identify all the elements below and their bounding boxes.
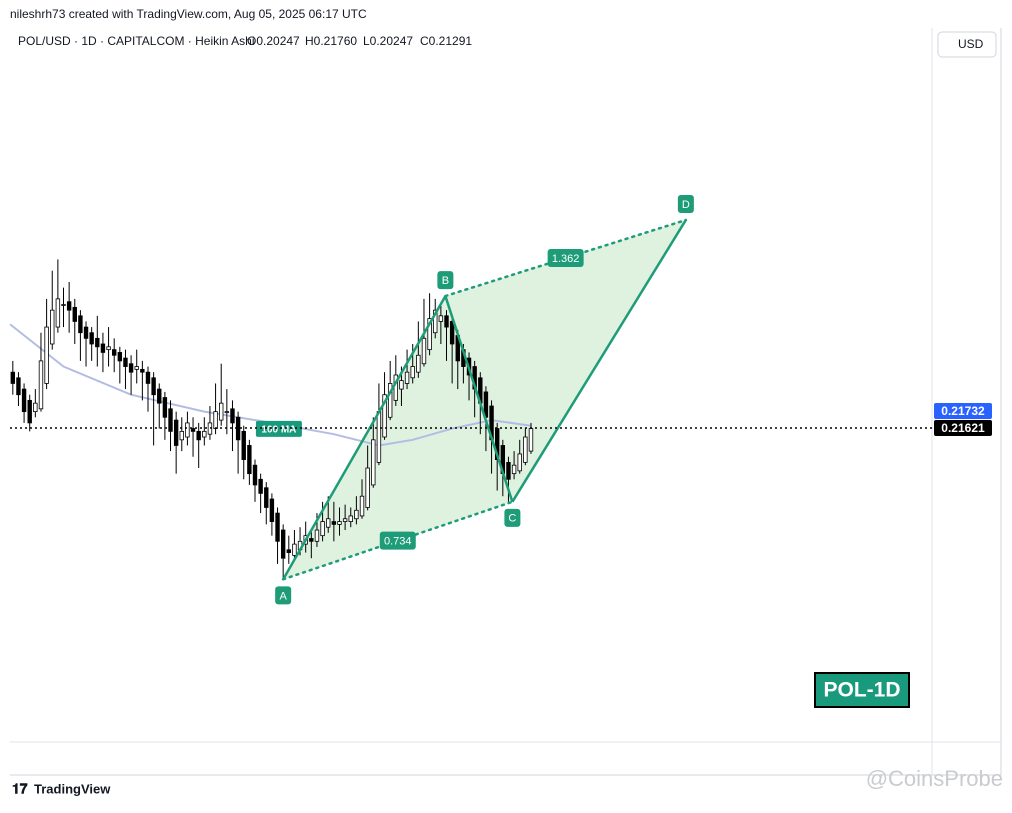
- candle-body: [56, 299, 60, 327]
- candle-body: [124, 358, 128, 366]
- candle-body: [197, 431, 201, 439]
- candle-body: [343, 519, 347, 522]
- candle-body: [225, 412, 229, 413]
- ma-price-label: 0.21732: [941, 404, 985, 418]
- candle-body: [45, 327, 49, 383]
- candle-body: [135, 367, 139, 370]
- candle-body: [163, 398, 167, 418]
- ohlc-open: O0.20247: [247, 34, 300, 48]
- candle-body: [259, 479, 263, 493]
- candle-body: [118, 352, 122, 360]
- ratio-label: 0.734: [384, 536, 412, 548]
- candle-body: [400, 381, 404, 389]
- candle-body: [417, 355, 421, 372]
- candle-body: [180, 431, 184, 439]
- candle-body: [129, 364, 133, 372]
- candle-body: [73, 307, 77, 321]
- symbol: POL/USD · 1D · CAPITALCOM · Heikin Ashi: [18, 34, 255, 48]
- candle-body: [62, 305, 66, 306]
- candle-body: [270, 499, 274, 522]
- candle-body: [411, 367, 415, 378]
- candle-body: [439, 316, 443, 322]
- candle-body: [22, 389, 26, 412]
- candle-body: [450, 321, 454, 344]
- point-label: A: [279, 590, 287, 602]
- candle-body: [191, 429, 195, 432]
- point-label: B: [442, 275, 449, 287]
- candle-body: [79, 316, 83, 333]
- candle-body: [405, 372, 409, 383]
- candle-body: [371, 440, 375, 485]
- candle-body: [141, 369, 145, 372]
- ma-label: 100 MA: [261, 425, 296, 436]
- watermark: @CoinsProbe: [866, 766, 1003, 791]
- candle-body: [422, 338, 426, 363]
- candle-body: [332, 522, 336, 525]
- candle-body: [231, 409, 235, 423]
- logo: TradingView: [34, 781, 111, 796]
- candle-body: [512, 465, 516, 473]
- candle-body: [264, 488, 268, 508]
- candle-body: [529, 429, 533, 452]
- candle-body: [146, 372, 150, 383]
- candle-body: [157, 389, 161, 403]
- candle-body: [90, 333, 94, 344]
- candle-body: [518, 454, 522, 471]
- candle-body: [507, 462, 511, 479]
- currency[interactable]: USD: [958, 37, 984, 51]
- candle-body: [203, 431, 207, 437]
- candle-body: [219, 403, 223, 420]
- candle-body: [377, 412, 381, 463]
- logo-icon: 𝟏𝟕: [12, 781, 28, 797]
- candle-body: [101, 344, 105, 352]
- candle-body: [186, 423, 190, 437]
- candle-body: [39, 361, 43, 409]
- candle-body: [287, 550, 291, 553]
- candle-body: [95, 338, 99, 346]
- candle-body: [242, 431, 246, 459]
- candle-body: [349, 516, 353, 522]
- candle-body: [84, 327, 88, 338]
- candle-body: [248, 445, 252, 473]
- candle-body: [326, 519, 330, 527]
- badge: POL-1D: [823, 679, 900, 702]
- ohlc-close: C0.21291: [420, 34, 472, 48]
- credit: nileshrh73 created with TradingView.com,…: [10, 7, 367, 21]
- candle-body: [174, 420, 178, 445]
- candle-body: [107, 347, 111, 350]
- ohlc-high: H0.21760: [305, 34, 357, 48]
- last-price-label: 0.21621: [941, 421, 985, 435]
- candle-body: [67, 302, 71, 310]
- candle-body: [276, 513, 280, 541]
- point-label: C: [508, 513, 516, 525]
- ratio-label: 1.362: [552, 253, 580, 265]
- candle-body: [315, 530, 319, 541]
- candle-body: [34, 403, 38, 411]
- candle-body: [214, 412, 218, 429]
- candle-body: [360, 496, 364, 516]
- point-label: D: [682, 199, 690, 211]
- candle-body: [28, 400, 32, 423]
- candle-body: [152, 378, 156, 395]
- candle-body: [281, 530, 285, 558]
- ohlc-low: L0.20247: [363, 34, 413, 48]
- candle-body: [310, 538, 314, 541]
- candle-body: [366, 468, 370, 507]
- candle-body: [338, 522, 342, 525]
- candle-body: [112, 350, 116, 356]
- candle-body: [355, 510, 359, 518]
- candle-body: [17, 378, 21, 395]
- candle-body: [321, 522, 325, 536]
- candle-body: [445, 316, 449, 327]
- candle-body: [11, 372, 15, 383]
- candle-body: [524, 437, 528, 462]
- candle-body: [50, 310, 54, 344]
- candle-body: [293, 544, 297, 555]
- candle-body: [253, 465, 257, 485]
